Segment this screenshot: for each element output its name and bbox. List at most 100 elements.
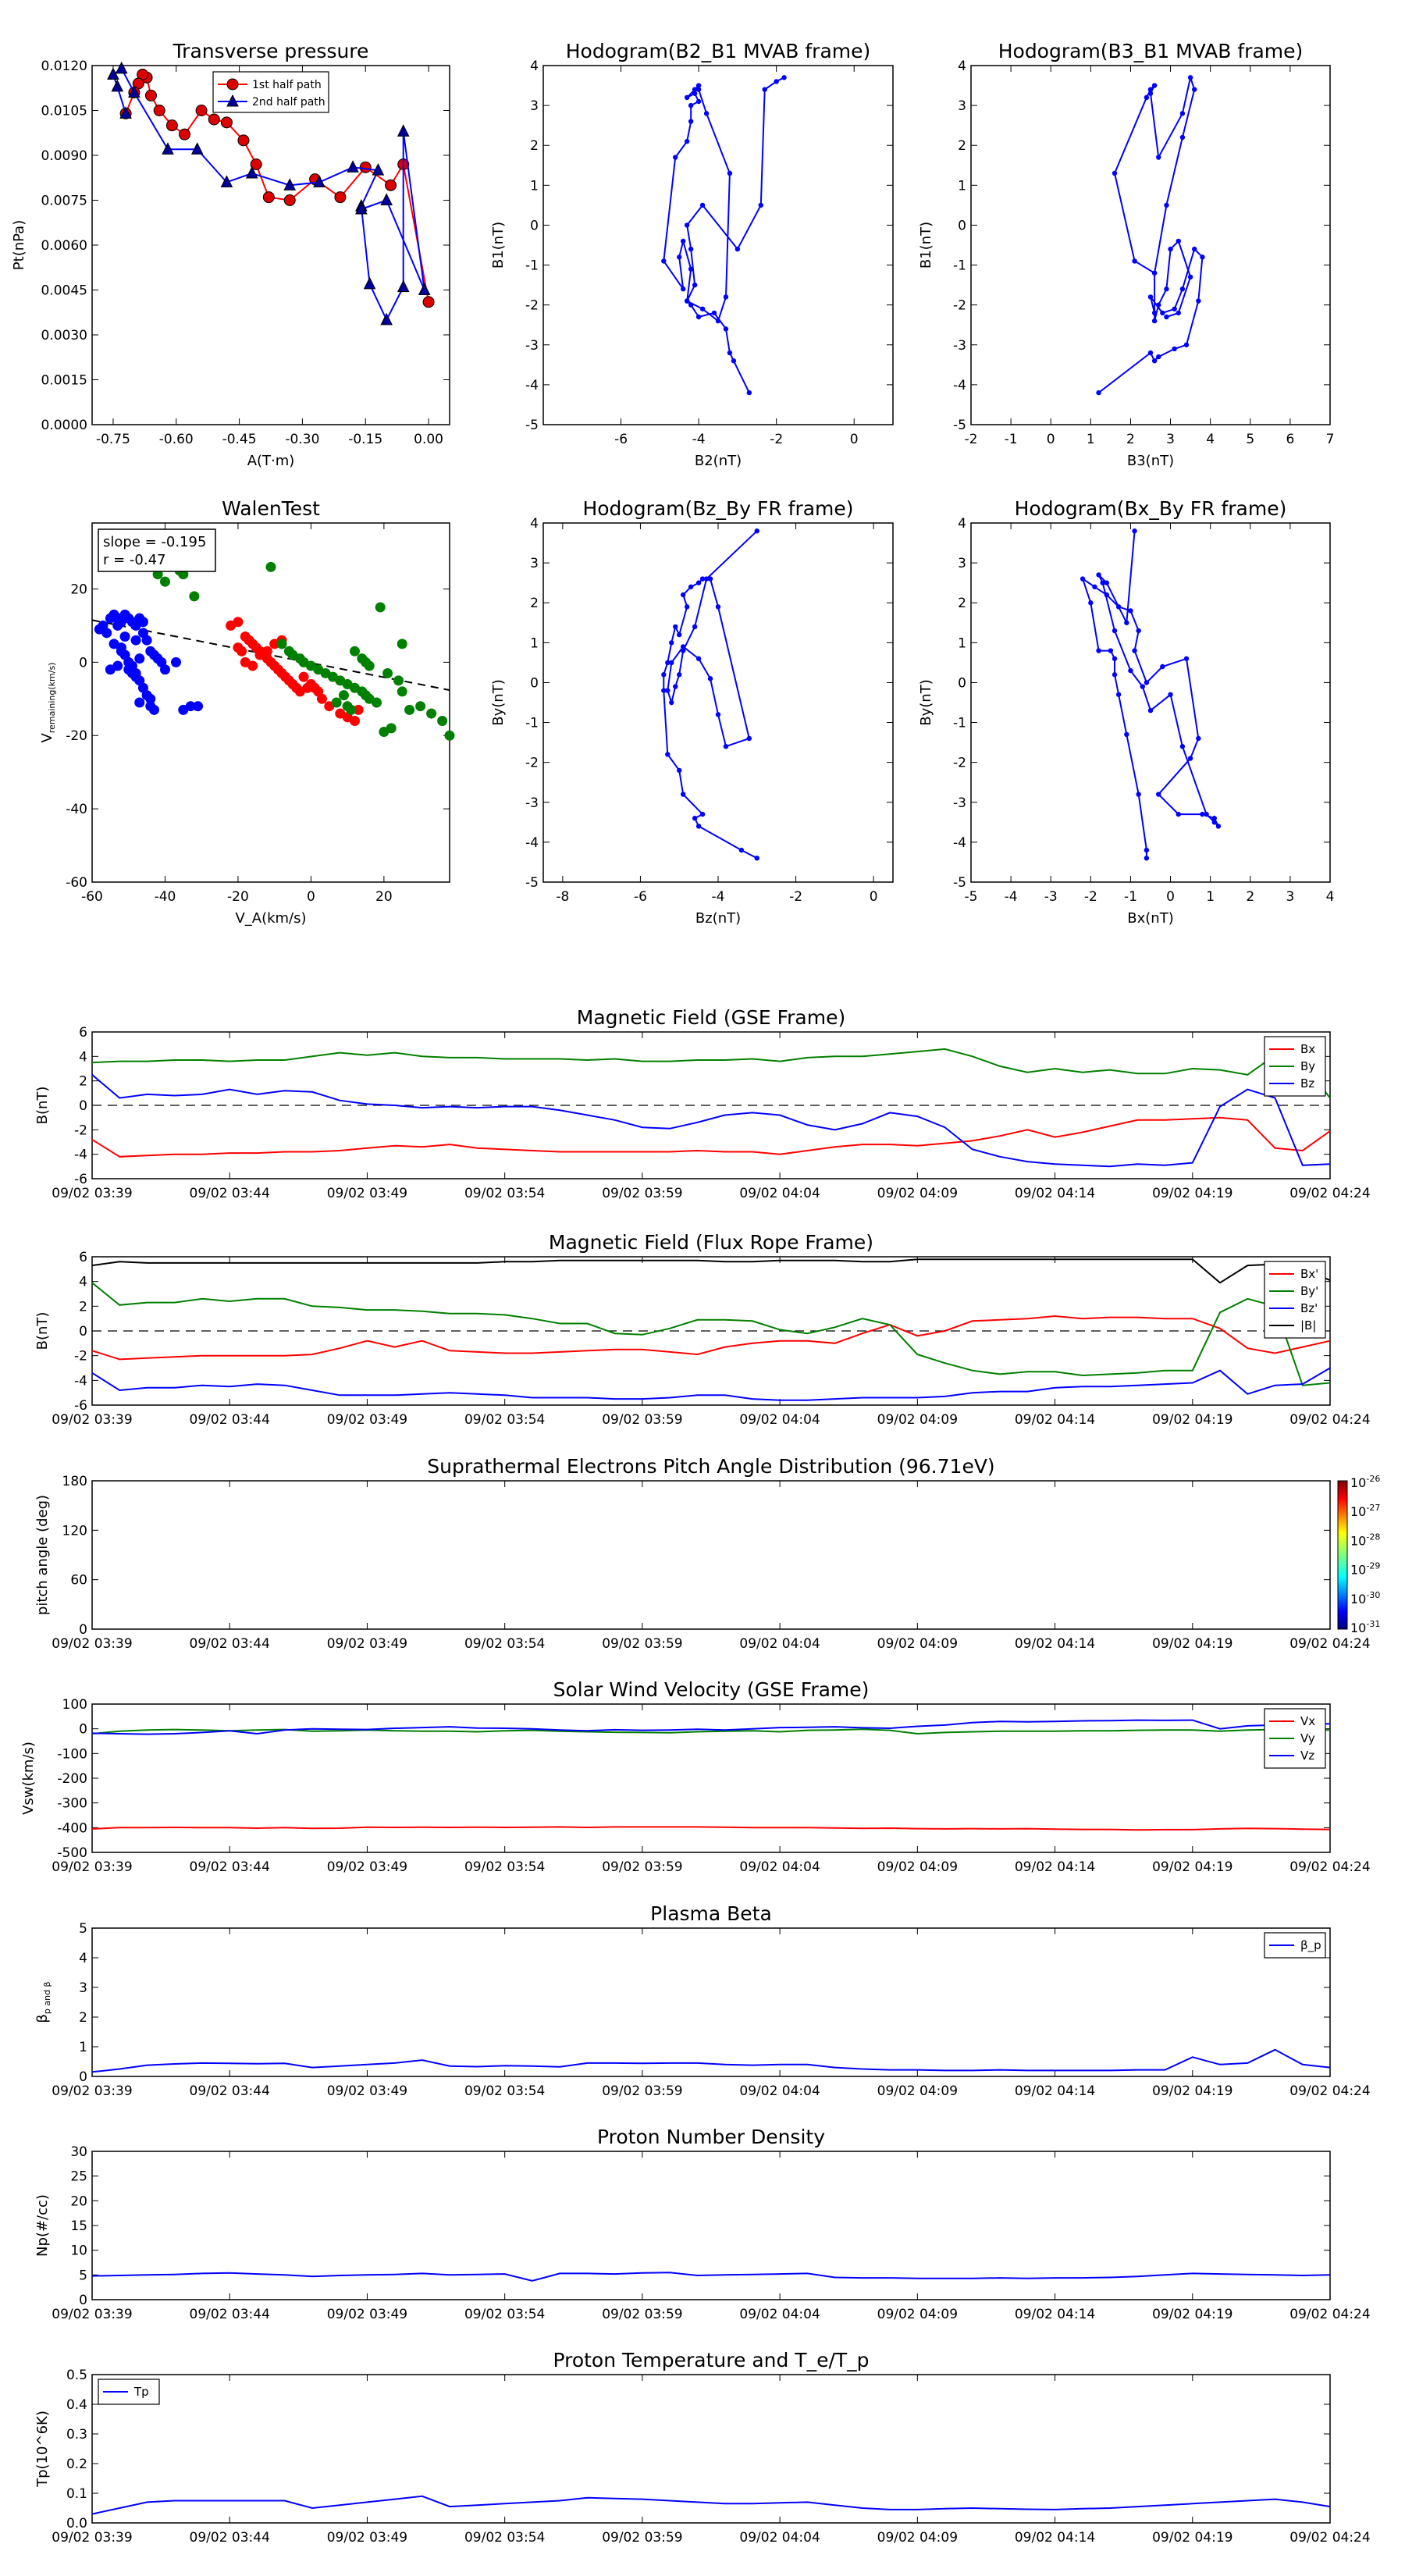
walen-test-xlabel: V_A(km/s) bbox=[235, 910, 306, 927]
hodogram-bx-by-point bbox=[1104, 592, 1109, 598]
hodogram-b3-b1-point bbox=[1196, 298, 1201, 304]
proton-density-chart: Proton Number Density 0 5 10 15 20 25 30 09/02 0… bbox=[34, 2126, 1371, 2322]
magnetic-field-fr-series-bz-line bbox=[91, 1367, 1331, 1401]
hodogram-bx-by-point bbox=[1160, 664, 1165, 670]
hodogram-b3-b1-point bbox=[1164, 286, 1169, 292]
transverse-pressure-point bbox=[144, 89, 157, 101]
hodogram-bx-by-point bbox=[1132, 648, 1137, 653]
colorbar-label: 10-27 bbox=[1350, 1503, 1380, 1519]
magnetic-field-fr-legend-label: Bz' bbox=[1300, 1301, 1318, 1315]
magnetic-field-gse-series-bz-line bbox=[91, 1074, 1331, 1168]
transverse-pressure-legend: 1st half path 2nd half path bbox=[212, 71, 329, 113]
hodogram-bx-by-xtick-label: 3 bbox=[1286, 889, 1294, 905]
hodogram-b2-b1-xtick-label: -6 bbox=[614, 432, 628, 447]
walen-test-point bbox=[397, 639, 407, 649]
transverse-pressure-ytick-label: 0.0060 bbox=[41, 238, 87, 254]
proton-density-ytick-label: 20 bbox=[70, 2194, 87, 2209]
walen-test-point bbox=[116, 646, 126, 656]
hodogram-b3-b1-point bbox=[1187, 274, 1193, 280]
hodogram-bz-by-ytick-label: -4 bbox=[525, 835, 539, 851]
walen-test-point bbox=[382, 667, 393, 678]
hodogram-bz-by-point bbox=[723, 744, 729, 749]
hodogram-b3-b1-point bbox=[1200, 254, 1205, 260]
pitch-angle-xtick-label: 09/02 03:54 bbox=[464, 1636, 545, 1652]
proton-temperature-legend-label: Tp bbox=[133, 2385, 149, 2399]
magnetic-field-gse-xtick-label: 09/02 03:54 bbox=[464, 1186, 545, 1201]
hodogram-b2-b1-ytick-label: 2 bbox=[530, 138, 539, 154]
hodogram-bz-by-series-line bbox=[663, 530, 758, 859]
proton-temperature-ylabel: Tp(10^6K) bbox=[34, 2411, 51, 2488]
plasma-beta-xtick-label: 09/02 04:24 bbox=[1289, 2083, 1370, 2099]
magnetic-field-gse-xtick-label: 09/02 04:19 bbox=[1152, 1186, 1232, 1201]
walen-test-point bbox=[134, 653, 145, 664]
magnetic-field-fr-xtick-label: 09/02 03:39 bbox=[52, 1412, 132, 1428]
hodogram-b3-b1-point bbox=[1179, 111, 1186, 116]
magnetic-field-fr-ytick-label: 2 bbox=[79, 1299, 87, 1315]
hodogram-bz-by-point bbox=[707, 576, 713, 582]
walen-test-point bbox=[185, 701, 196, 712]
hodogram-b2-b1-point bbox=[673, 155, 678, 160]
plasma-beta-ytick-label: 3 bbox=[79, 1980, 87, 1996]
colorbar-label-base: 10 bbox=[1350, 1592, 1366, 1606]
walen-test-point bbox=[331, 697, 342, 708]
walen-test-xtick-label: -60 bbox=[81, 889, 103, 905]
walen-test-point bbox=[372, 697, 382, 708]
walen-test-xtick-label: -40 bbox=[155, 889, 176, 905]
hodogram-bz-by-point bbox=[681, 644, 686, 649]
hodogram-b3-b1-ytick-label: -4 bbox=[953, 378, 966, 393]
magnetic-field-gse-xtick-label: 09/02 03:39 bbox=[52, 1186, 132, 1201]
walen-test-ytick-label: -40 bbox=[66, 802, 87, 817]
hodogram-b2-b1-point bbox=[731, 358, 737, 364]
transverse-pressure-point bbox=[262, 191, 275, 204]
proton-temperature-ytick-label: 0.3 bbox=[66, 2427, 87, 2443]
magnetic-field-gse-xtick-label: 09/02 03:44 bbox=[190, 1186, 270, 1201]
plasma-beta-legend: β_p bbox=[1264, 1932, 1326, 1959]
pitch-angle-ytick-label: 180 bbox=[62, 1474, 87, 1489]
transverse-pressure-ytick-label: 0.0075 bbox=[41, 194, 87, 209]
plasma-beta-xtick-label: 09/02 04:09 bbox=[877, 2083, 958, 2099]
solar-wind-velocity-ytick-label: -500 bbox=[57, 1845, 87, 1861]
hodogram-bz-by-frame bbox=[542, 522, 894, 883]
hodogram-b2-b1-ytick-label: -1 bbox=[525, 258, 539, 274]
hodogram-b3-b1-xtick-label: 0 bbox=[1047, 432, 1055, 447]
magnetic-field-fr-xtick-label: 09/02 03:54 bbox=[464, 1412, 545, 1428]
hodogram-bx-by-xtick-label: 1 bbox=[1206, 889, 1215, 905]
hodogram-b3-b1-frame bbox=[970, 65, 1331, 425]
walen-test-point bbox=[364, 660, 375, 671]
proton-density-frame bbox=[91, 2151, 1331, 2300]
magnetic-field-gse-xtick-label: 09/02 04:14 bbox=[1015, 1186, 1095, 1201]
transverse-pressure-point bbox=[397, 279, 410, 293]
transverse-pressure-point bbox=[385, 179, 397, 191]
transverse-pressure-xtick-label: -0.45 bbox=[222, 432, 257, 447]
hodogram-b2-b1-point bbox=[692, 282, 698, 288]
hodogram-bx-by-point bbox=[1112, 656, 1118, 661]
pitch-angle-chart: Suprathermal Electrons Pitch Angle Distr… bbox=[34, 1455, 1380, 1652]
colorbar-label-exponent: -27 bbox=[1366, 1503, 1380, 1513]
walen-test-point bbox=[298, 671, 309, 682]
hodogram-bz-by-point bbox=[754, 856, 759, 861]
hodogram-b3-b1-ytick-label: -5 bbox=[953, 418, 966, 433]
transverse-pressure-point bbox=[237, 134, 250, 147]
hodogram-b2-b1-ytick-label: 0 bbox=[530, 218, 539, 233]
hodogram-bx-by-series-line bbox=[1081, 531, 1219, 859]
plasma-beta-ytick-label: 1 bbox=[79, 2040, 87, 2055]
magnetic-field-gse-chart: Magnetic Field (GSE Frame) -6 -4 -2 0 2 4 6 09/0… bbox=[34, 1006, 1371, 1201]
hodogram-b2-b1-point bbox=[762, 87, 767, 92]
hodogram-bz-by-point bbox=[669, 640, 674, 646]
transverse-pressure-point bbox=[220, 116, 233, 129]
plasma-beta-xtick-label: 09/02 03:49 bbox=[327, 2083, 407, 2099]
pitch-angle-xtick-label: 09/02 03:44 bbox=[190, 1636, 270, 1652]
walen-test-point bbox=[426, 708, 437, 719]
hodogram-bx-by-point bbox=[1156, 792, 1161, 797]
magnetic-field-gse-title: Magnetic Field (GSE Frame) bbox=[577, 1006, 845, 1029]
plasma-beta-ylabel: βp and β bbox=[34, 1981, 52, 2023]
hodogram-b3-b1-point bbox=[1187, 75, 1193, 80]
hodogram-b3-b1-point bbox=[1168, 246, 1173, 252]
hodogram-b3-b1-point bbox=[1192, 246, 1197, 252]
hodogram-b3-b1-point bbox=[1132, 258, 1137, 264]
hodogram-b2-b1-ylabel: B1(nT) bbox=[490, 222, 507, 269]
walen-test-point bbox=[338, 690, 349, 701]
solar-wind-velocity-legend-label: Vz bbox=[1300, 1749, 1314, 1763]
magnetic-field-fr-ylabel: B(nT) bbox=[34, 1312, 51, 1350]
walen-test-point bbox=[397, 686, 407, 697]
